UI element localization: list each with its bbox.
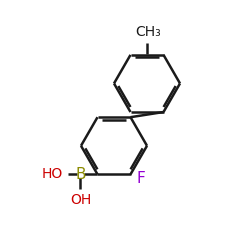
Text: CH₃: CH₃ bbox=[135, 25, 161, 39]
Text: F: F bbox=[136, 170, 145, 186]
Text: OH: OH bbox=[70, 193, 91, 207]
Text: B: B bbox=[75, 167, 86, 182]
Text: HO: HO bbox=[42, 167, 63, 181]
